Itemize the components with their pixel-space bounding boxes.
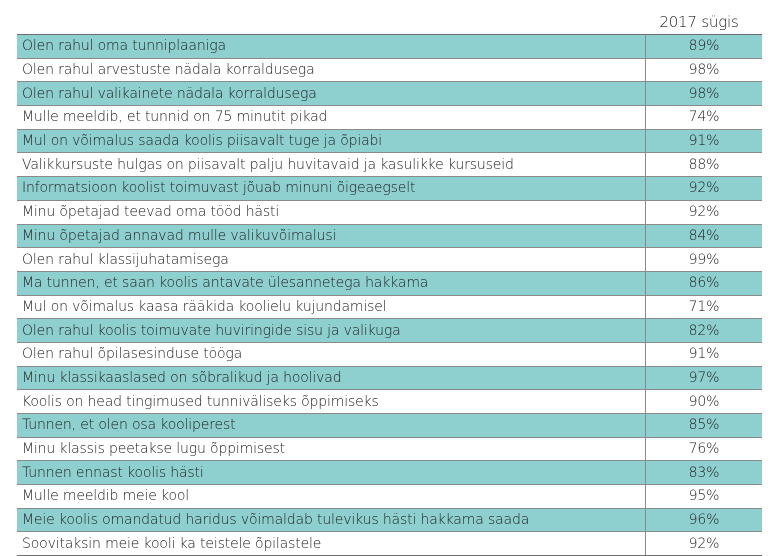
table-row: Minu klassis peetakse lugu õppimisest 76% xyxy=(17,436,762,462)
statement-cell: Informatsioon koolist toimuvast jõuab mi… xyxy=(17,176,646,201)
table-row: Olen rahul arvestuste nädala korralduseg… xyxy=(17,57,762,83)
statement-cell: Olen rahul õpilasesinduse tööga xyxy=(17,341,646,367)
statement-cell: Minu õpetajad annavad mulle valikuvõimal… xyxy=(17,223,646,249)
statement-cell: Minu õpetajad teevad oma tööd hästi xyxy=(17,199,646,225)
survey-results-table: Olen rahul oma tunniplaaniga 89% Olen rahu… xyxy=(17,34,762,556)
table-row: Informatsioon koolist toimuvast jõuab mi… xyxy=(17,176,762,201)
statement-cell: Koolis on head tingimused tunniväliseks … xyxy=(17,389,646,414)
statement-cell: Meie koolis omandatud haridus võimaldab … xyxy=(17,507,646,533)
statement-cell: Valikkursuste hulgas on piisavalt palju … xyxy=(17,152,646,178)
table-row: Mul on võimalus saada koolis piisavalt t… xyxy=(17,128,762,154)
statement-cell: Mulle meeldib, et tunnid on 75 minutit p… xyxy=(17,105,646,130)
statement-cell: Mul on võimalus kaasa rääkida koolielu k… xyxy=(17,294,646,320)
percentage-cell: 74% xyxy=(645,105,762,130)
statement-cell: Olen rahul klassijuhatamisega xyxy=(17,247,646,272)
percentage-cell: 92% xyxy=(645,199,762,225)
percentage-cell: 83% xyxy=(645,460,762,486)
percentage-cell: 91% xyxy=(645,341,762,367)
table-row: Minu õpetajad teevad oma tööd hästi 92% xyxy=(17,199,762,225)
percentage-cell: 98% xyxy=(645,57,762,83)
statement-cell: Mulle meeldib meie kool xyxy=(17,484,646,509)
survey-table-body: Olen rahul oma tunniplaaniga 89% Olen rahu… xyxy=(17,34,762,556)
column-header-2017-autumn: 2017 sügis xyxy=(659,13,739,31)
statement-cell: Olen rahul arvestuste nädala korralduseg… xyxy=(17,57,646,83)
table-row: Soovitaksin meie kooli ka teistele õpila… xyxy=(17,531,762,556)
table-row: Meie koolis omandatud haridus võimaldab … xyxy=(17,507,762,533)
percentage-cell: 86% xyxy=(645,270,762,296)
percentage-cell: 97% xyxy=(645,365,762,391)
percentage-cell: 92% xyxy=(645,176,762,201)
statement-cell: Mul on võimalus saada koolis piisavalt t… xyxy=(17,128,646,154)
statement-cell: Olen rahul koolis toimuvate huviringide … xyxy=(17,318,646,343)
table-row: Olen rahul klassijuhatamisega 99% xyxy=(17,247,762,272)
statement-cell: Ma tunnen, et saan koolis antavate ülesa… xyxy=(17,270,646,296)
percentage-cell: 90% xyxy=(645,389,762,414)
statement-cell: Minu klassis peetakse lugu õppimisest xyxy=(17,436,646,462)
percentage-cell: 76% xyxy=(645,436,762,462)
percentage-cell: 96% xyxy=(645,507,762,533)
percentage-cell: 99% xyxy=(645,247,762,272)
table-row: Mulle meeldib meie kool 95% xyxy=(17,484,762,509)
statement-cell: Tunnen ennast koolis hästi xyxy=(17,460,646,486)
table-row: Mul on võimalus kaasa rääkida koolielu k… xyxy=(17,294,762,320)
statement-cell: Olen rahul valikainete nädala korralduse… xyxy=(17,81,646,107)
statement-cell: Tunnen, et olen osa kooliperest xyxy=(17,413,646,438)
table-row: Minu õpetajad annavad mulle valikuvõimal… xyxy=(17,223,762,249)
table-row: Olen rahul õpilasesinduse tööga 91% xyxy=(17,341,762,367)
percentage-cell: 89% xyxy=(645,34,762,59)
percentage-cell: 71% xyxy=(645,294,762,320)
percentage-cell: 92% xyxy=(645,531,762,556)
percentage-cell: 85% xyxy=(645,413,762,438)
table-row: Olen rahul koolis toimuvate huviringide … xyxy=(17,318,762,343)
table-row: Valikkursuste hulgas on piisavalt palju … xyxy=(17,152,762,178)
percentage-cell: 84% xyxy=(645,223,762,249)
statement-cell: Minu klassikaaslased on sõbralikud ja ho… xyxy=(17,365,646,391)
percentage-cell: 91% xyxy=(645,128,762,154)
percentage-cell: 98% xyxy=(645,81,762,107)
percentage-cell: 82% xyxy=(645,318,762,343)
table-row: Tunnen, et olen osa kooliperest 85% xyxy=(17,413,762,438)
table-row: Koolis on head tingimused tunniväliseks … xyxy=(17,389,762,414)
statement-cell: Soovitaksin meie kooli ka teistele õpila… xyxy=(17,531,646,556)
percentage-cell: 95% xyxy=(645,484,762,509)
table-row: Ma tunnen, et saan koolis antavate ülesa… xyxy=(17,270,762,296)
table-row: Mulle meeldib, et tunnid on 75 minutit p… xyxy=(17,105,762,130)
table-row: Tunnen ennast koolis hästi 83% xyxy=(17,460,762,486)
table-row: Olen rahul oma tunniplaaniga 89% xyxy=(17,34,762,59)
statement-cell: Olen rahul oma tunniplaaniga xyxy=(17,34,646,59)
table-row: Minu klassikaaslased on sõbralikud ja ho… xyxy=(17,365,762,391)
table-row: Olen rahul valikainete nädala korralduse… xyxy=(17,81,762,107)
percentage-cell: 88% xyxy=(645,152,762,178)
